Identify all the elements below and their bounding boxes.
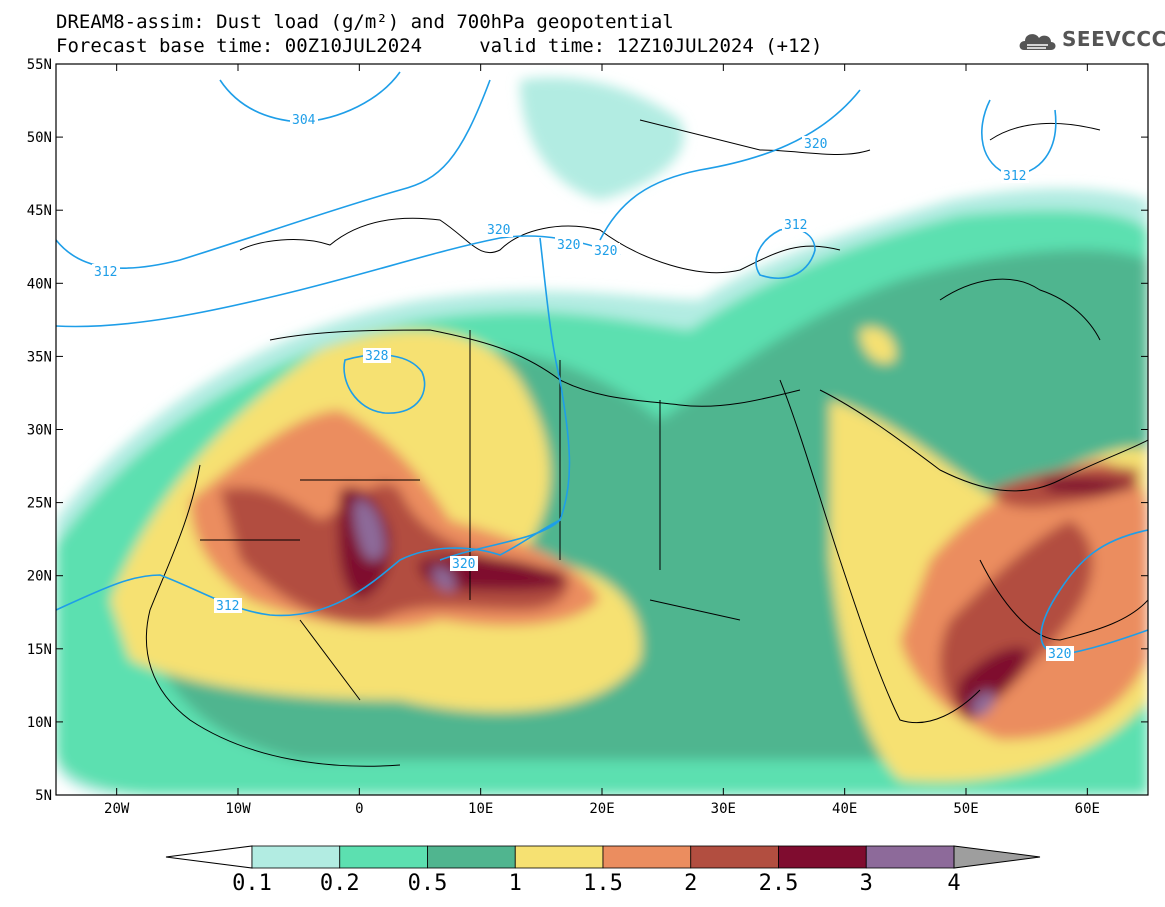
lon-tick-label: 40E xyxy=(832,801,857,817)
contour-label: 304 xyxy=(292,113,316,128)
lon-tick-label: 10W xyxy=(225,801,251,817)
lat-tick-label: 15N xyxy=(27,642,52,658)
contour-label: 320 xyxy=(487,223,510,238)
colorbar-min-triangle xyxy=(165,845,253,869)
contour-label: 320 xyxy=(452,557,475,572)
lat-tick-label: 25N xyxy=(27,496,52,512)
contour-label: 328 xyxy=(365,349,388,364)
colorbar-segment xyxy=(865,845,955,869)
colorbar-segment xyxy=(778,845,867,869)
lat-tick-label: 45N xyxy=(27,203,52,219)
colorbar-label: 0.1 xyxy=(232,871,272,896)
contour-label: 320 xyxy=(557,238,580,253)
colorbar-segment xyxy=(251,845,341,869)
colorbar-segment xyxy=(690,845,779,869)
lat-tick-label: 20N xyxy=(27,569,52,585)
colorbar-label: 3 xyxy=(860,871,873,896)
contour-label-group: 304 320 312 328 320 320 320 320 312 312 … xyxy=(92,112,1074,662)
colorbar-label: 2.5 xyxy=(759,871,799,896)
cloud-logo-icon xyxy=(1019,34,1056,50)
lat-tick-label: 35N xyxy=(27,349,52,365)
contour-label: 312 xyxy=(784,218,807,233)
logo-text: SEEVCCC xyxy=(1062,27,1165,51)
map-subtitle: Forecast base time: 00Z10JUL2024 valid t… xyxy=(56,35,823,57)
dust-load-field xyxy=(56,77,1148,795)
lon-tick-label: 20E xyxy=(589,801,614,817)
lon-tick-label: 60E xyxy=(1075,801,1100,817)
lon-tick-label: 10E xyxy=(468,801,493,817)
colorbar-label: 0.2 xyxy=(320,871,360,896)
lon-tick-label: 30E xyxy=(711,801,736,817)
colorbar: 0.1 0.2 0.5 1 1.5 2 2.5 3 4 xyxy=(165,845,1041,896)
colorbar-max-triangle xyxy=(953,845,1041,869)
lat-tick-label: 50N xyxy=(27,130,52,146)
lon-tick-label: 50E xyxy=(953,801,978,817)
lon-tick-label: 0 xyxy=(355,801,363,817)
colorbar-label: 4 xyxy=(947,871,960,896)
lon-tick-label: 20W xyxy=(104,801,130,817)
colorbar-segment xyxy=(514,845,604,869)
colorbar-segment xyxy=(339,845,428,869)
colorbar-label: 0.5 xyxy=(408,871,448,896)
map-axes: 55N 50N 45N 40N 35N 30N 25N 20N 15N 10N 5N 20W 10W 0 1… xyxy=(27,57,1148,817)
lat-tick-label: 55N xyxy=(27,57,52,73)
colorbar-label: 1 xyxy=(509,871,522,896)
colorbar-label: 2 xyxy=(684,871,697,896)
lat-tick-label: 30N xyxy=(27,423,52,439)
map-title: DREAM8-assim: Dust load (g/m²) and 700hP… xyxy=(56,11,674,33)
contour-label: 320 xyxy=(1048,647,1071,662)
contour-label: 320 xyxy=(804,137,827,152)
colorbar-segment xyxy=(427,845,516,869)
contour-label: 320 xyxy=(594,244,617,259)
contour-label: 312 xyxy=(216,599,239,614)
contour-label: 312 xyxy=(94,265,117,280)
colorbar-label: 1.5 xyxy=(583,871,623,896)
lat-tick-label: 5N xyxy=(35,788,52,804)
colorbar-segment xyxy=(602,845,692,869)
lat-tick-label: 40N xyxy=(27,276,52,292)
lat-tick-label: 10N xyxy=(27,715,52,731)
contour-label: 312 xyxy=(1003,169,1026,184)
